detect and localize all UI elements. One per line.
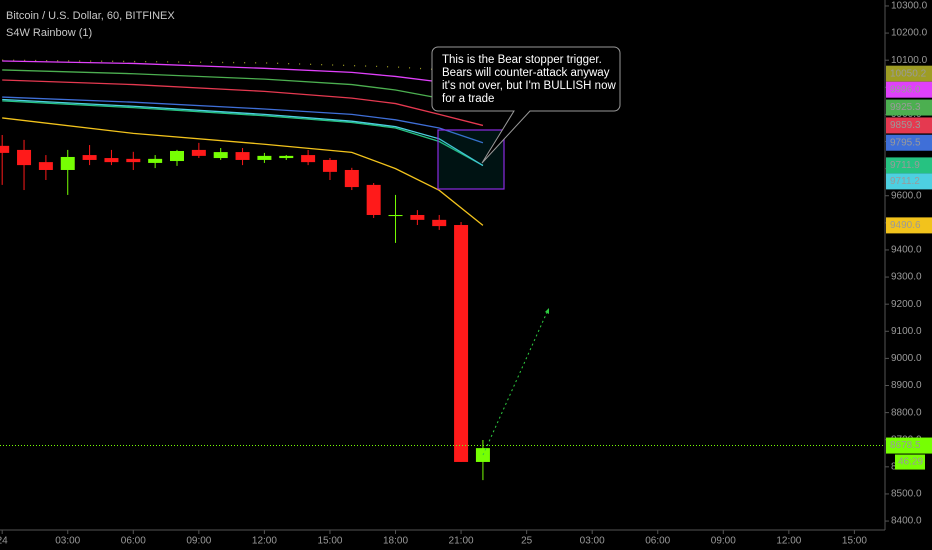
candle-body [0, 145, 10, 153]
chart-title: Bitcoin / U.S. Dollar, 60, BITFINEX [6, 10, 175, 22]
candle-body [410, 214, 425, 220]
y-tick-label: 10200.0 [891, 28, 928, 39]
last-value-label: 9859.3 [890, 120, 921, 131]
x-tick-label: 09:00 [711, 536, 736, 547]
candle-body [17, 149, 32, 166]
last-value-label: 9490.6 [890, 220, 921, 231]
y-tick-label: 8400.0 [891, 516, 922, 527]
price-label: 8678.5 [890, 440, 921, 451]
x-tick-label: 09:00 [186, 536, 211, 547]
y-tick-label: 10100.0 [891, 55, 928, 66]
x-tick-label: 15:00 [842, 536, 867, 547]
candle-body [235, 152, 250, 160]
countdown-box [895, 454, 925, 470]
candle-body [366, 184, 381, 215]
last-value-box [886, 81, 932, 98]
ma-line [2, 96, 484, 144]
countdown-label: 46:29 [898, 457, 923, 468]
callout-bubble [431, 46, 621, 164]
annotation-line: This is the Bear stopper trigger. [442, 54, 602, 66]
ma-line [2, 79, 484, 127]
x-tick-label: 24 [0, 536, 8, 547]
x-tick-label: 25 [521, 536, 533, 547]
candle-body [279, 155, 294, 159]
y-tick-label: 10300.0 [891, 1, 928, 12]
x-tick-label: 06:00 [121, 536, 146, 547]
candle-body [82, 155, 97, 160]
last-value-box [886, 117, 932, 134]
callout: This is the Bear stopper trigger. Bears … [431, 46, 621, 164]
last-value-box [886, 217, 932, 234]
candle-body [213, 152, 228, 159]
plot [0, 59, 885, 481]
y-tick-label: 9400.0 [891, 245, 922, 256]
candle-body [432, 219, 447, 227]
indicator-name: S4W Rainbow (1) [6, 27, 92, 39]
annotation-line: it's not over, but I'm BULLISH now [442, 80, 616, 92]
highlight-box [437, 129, 505, 190]
candle-body [60, 156, 75, 170]
candle-body [148, 158, 163, 163]
y-tick-label: 9100.0 [891, 326, 922, 337]
price-box [886, 437, 932, 454]
y-tick-label: 9600.0 [891, 190, 922, 201]
arrow-head [545, 308, 549, 314]
x-tick-label: 06:00 [645, 536, 670, 547]
candle-body [170, 151, 184, 162]
y-tick-label: 9300.0 [891, 272, 922, 283]
candle-body [388, 214, 403, 217]
annotation-line: Bears will counter-attack anyway [442, 67, 610, 79]
last-value-label: 9925.3 [890, 102, 921, 113]
ma-line [2, 100, 484, 166]
x-tick-label: 21:00 [449, 536, 474, 547]
candle-body [38, 162, 53, 170]
last-value-box [886, 173, 932, 190]
x-tick-label: 12:00 [776, 536, 801, 547]
y-tick-label: 9000.0 [891, 353, 922, 364]
ma-line [2, 117, 484, 226]
annotation-line: for a trade [442, 93, 494, 105]
x-tick-label: 03:00 [55, 536, 80, 547]
ma-line [2, 98, 484, 167]
forecast-arrow [482, 309, 549, 456]
candle-body [191, 149, 206, 156]
last-value-label: 10050.2 [890, 68, 927, 79]
last-value-box [886, 65, 932, 82]
y-tick-label: 8800.0 [891, 407, 922, 418]
last-value-label: 9996.0 [890, 84, 921, 95]
candle-body [322, 159, 337, 172]
y-tick-label: 8900.0 [891, 380, 922, 391]
x-tick-label: 12:00 [252, 536, 277, 547]
candle-body [344, 169, 359, 188]
x-tick-label: 03:00 [580, 536, 605, 547]
last-value-label: 9711.2 [890, 176, 920, 187]
last-value-box [886, 99, 932, 116]
last-value-label: 9711.9 [890, 160, 920, 171]
last-value-box [886, 134, 932, 151]
candle-body [454, 225, 469, 462]
x-tick-label: 15:00 [317, 536, 342, 547]
candle-body [104, 158, 119, 163]
candle-body [475, 448, 490, 462]
y-tick-label: 9200.0 [891, 299, 922, 310]
candle-body [126, 158, 141, 163]
candle-body [301, 155, 316, 163]
candle-body [257, 155, 272, 160]
y-tick-label: 8500.0 [891, 489, 922, 500]
x-tick-label: 18:00 [383, 536, 408, 547]
last-value-box [886, 157, 932, 174]
last-value-label: 9795.5 [890, 137, 921, 148]
